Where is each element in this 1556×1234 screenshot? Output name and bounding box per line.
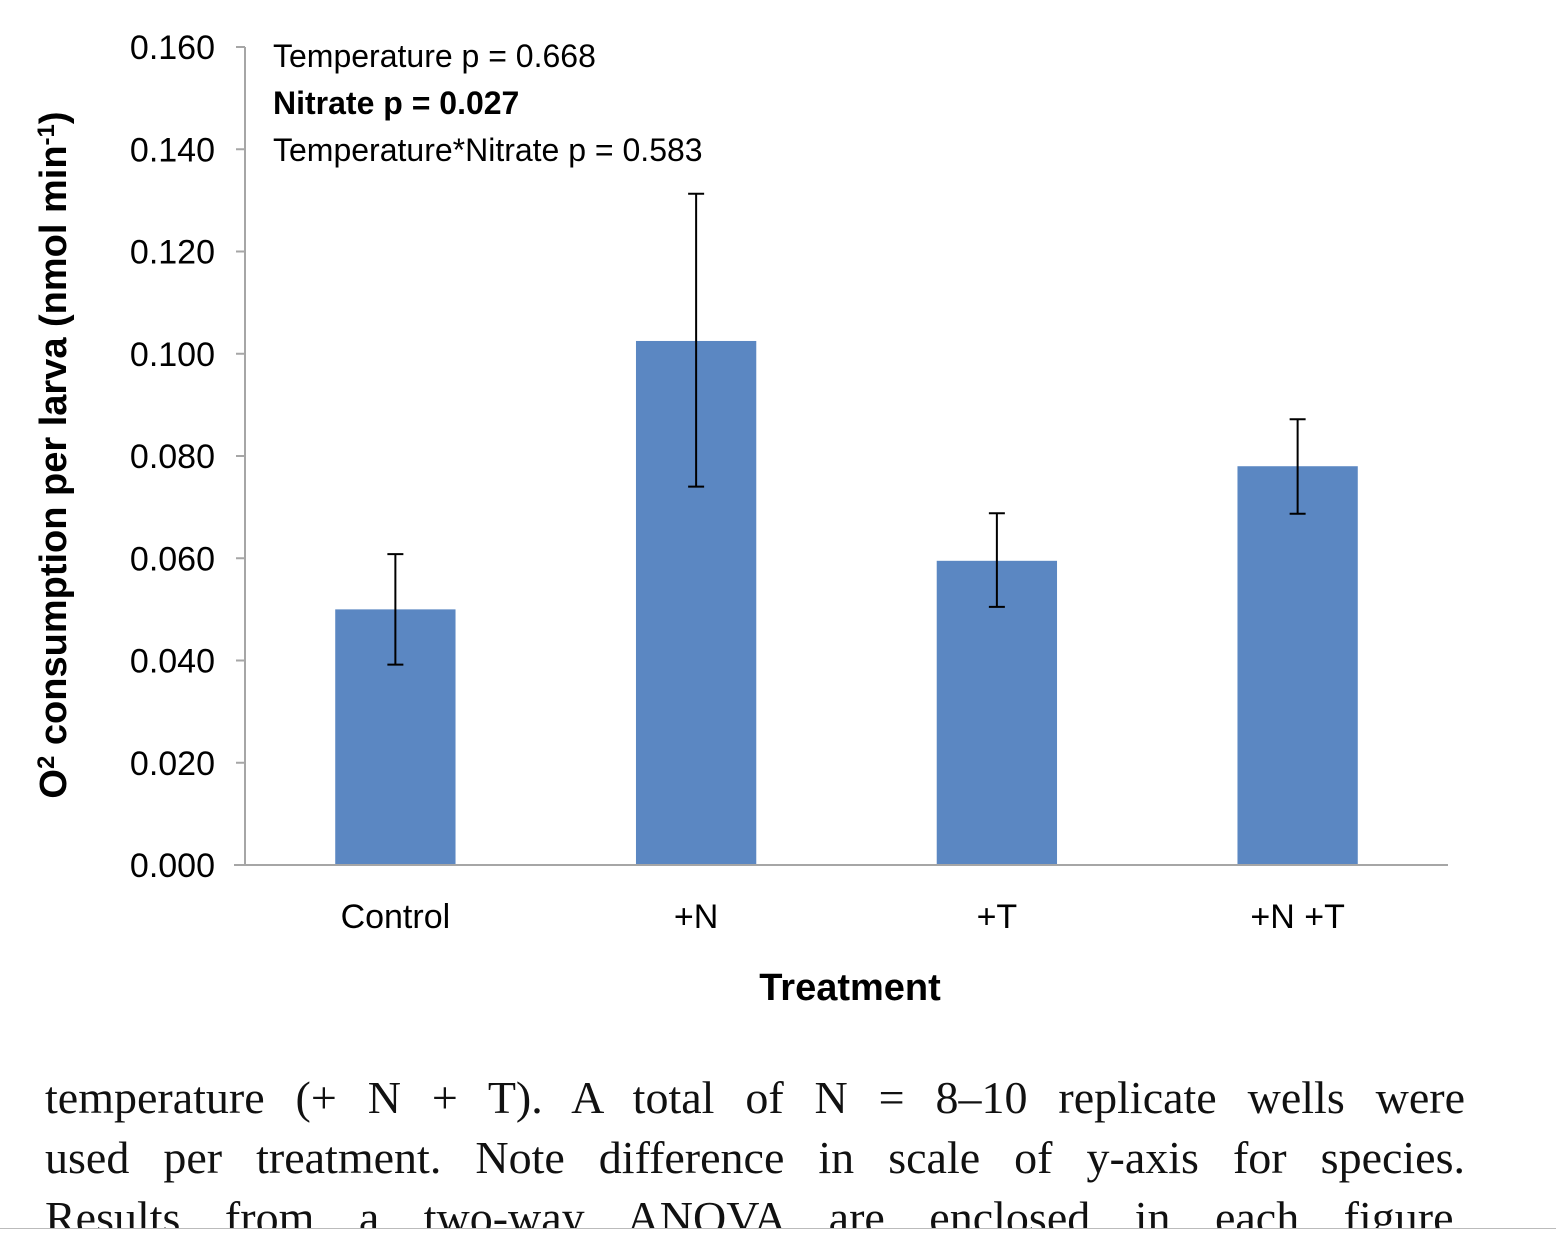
- bars: [335, 340, 1358, 865]
- y-axis-title-part: ): [33, 111, 75, 124]
- x-tick-label: +T: [977, 898, 1018, 936]
- x-tick-label: +N: [674, 898, 718, 936]
- y-tick-label: 0.140: [130, 131, 215, 169]
- caption-line: Results from a two-way ANOVA are enclose…: [45, 1192, 1465, 1228]
- y-tick-label: 0.160: [130, 29, 215, 67]
- caption-line: used per treatment. Note difference in s…: [45, 1132, 1465, 1183]
- y-axis-title-superscript: 2: [33, 756, 60, 769]
- annotation-temperature: Temperature p = 0.668: [273, 38, 596, 74]
- error-bars: [387, 192, 1306, 666]
- annotation-interaction: Temperature*Nitrate p = 0.583: [273, 132, 703, 168]
- bar: [1237, 466, 1358, 865]
- y-axis-title-part: consumption per larva (nmol min: [33, 145, 75, 755]
- y-tick-label: 0.020: [130, 745, 215, 783]
- y-tick-label: 0.000: [130, 847, 215, 885]
- x-tick-label: +N +T: [1250, 898, 1344, 936]
- y-tick-label: 0.040: [130, 643, 215, 681]
- figure-caption: temperature (+ N + T). A total of N = 8–…: [45, 1068, 1465, 1228]
- y-axis: 0.000 0.020 0.040 0.060 0.080 0.100 0.120 0.140…: [130, 29, 246, 885]
- y-axis-title: O2 consumption per larva (nmol min-1): [33, 111, 75, 798]
- y-tick-label: 0.120: [130, 234, 215, 272]
- y-axis-title-superscript: -1: [33, 124, 60, 145]
- annotation-nitrate: Nitrate p = 0.027: [273, 85, 519, 121]
- caption-line: temperature (+ N + T). A total of N = 8–…: [45, 1072, 1465, 1123]
- y-tick-label: 0.100: [130, 336, 215, 374]
- bar-chart: 0.000 0.020 0.040 0.060 0.080 0.100 0.120 0.140…: [33, 29, 1448, 1009]
- x-tick-label: Control: [341, 898, 451, 936]
- page-bottom-rule: [0, 1228, 1556, 1229]
- x-axis-title: Treatment: [759, 967, 941, 1009]
- y-tick-label: 0.080: [130, 438, 215, 476]
- y-axis-title-part: O: [33, 769, 75, 799]
- y-tick-label: 0.060: [130, 540, 215, 578]
- bar: [936, 560, 1058, 865]
- x-axis: Control +N +T +N +T: [234, 864, 1448, 936]
